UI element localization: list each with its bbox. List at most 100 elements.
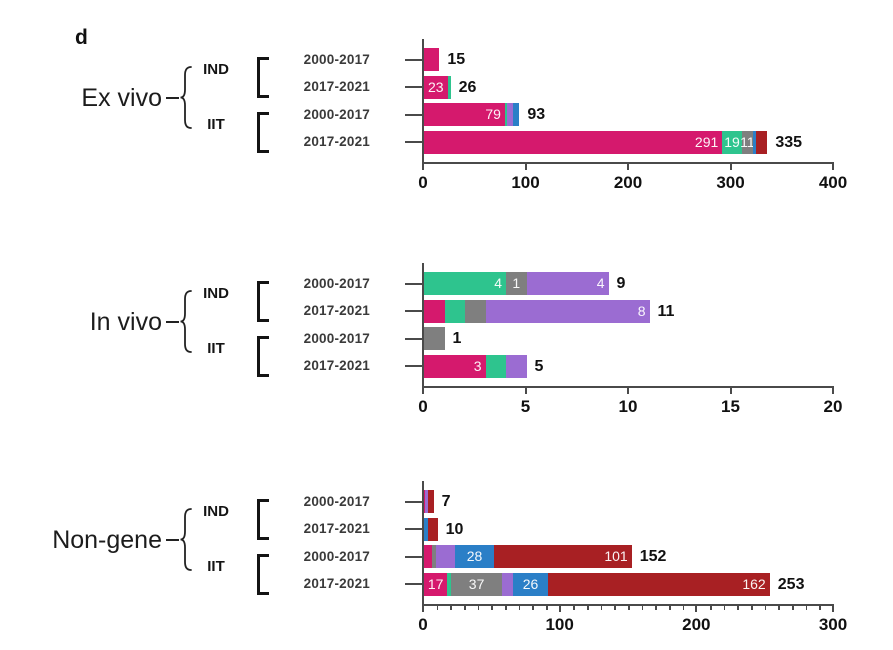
x-minor-tick bbox=[532, 605, 534, 610]
bar-segment-gray bbox=[424, 327, 445, 350]
bar-segment-blue: 26 bbox=[512, 572, 549, 596]
x-tick bbox=[832, 387, 834, 394]
x-minor-tick bbox=[764, 605, 767, 610]
x-tick bbox=[832, 163, 834, 170]
bar-segment-pink: 23 bbox=[424, 75, 448, 99]
x-tick-label: 0 bbox=[418, 614, 428, 634]
x-minor-tick bbox=[710, 605, 712, 610]
x-tick bbox=[695, 605, 698, 612]
x-minor-tick bbox=[655, 605, 657, 610]
bar-total-label: 93 bbox=[527, 106, 546, 123]
x-minor-tick bbox=[587, 605, 589, 610]
bar-total-label: 15 bbox=[447, 51, 466, 68]
row-label: 2000-2017 bbox=[303, 548, 370, 564]
bar-segment-pink: 291 bbox=[424, 130, 723, 154]
row-label: 2017-2021 bbox=[303, 521, 370, 536]
x-tick bbox=[832, 605, 834, 612]
row-tick bbox=[405, 500, 423, 503]
subgroup-label-ind: IND bbox=[203, 285, 229, 303]
row-label: 2017-2021 bbox=[303, 576, 370, 591]
x-minor-tick bbox=[628, 605, 630, 610]
x-tick bbox=[422, 387, 424, 394]
x-minor-tick bbox=[436, 605, 439, 610]
bar-segment-darkred bbox=[428, 490, 434, 513]
bar-segment-gray bbox=[465, 299, 486, 323]
x-minor-tick bbox=[723, 605, 726, 610]
x-minor-tick bbox=[682, 605, 685, 610]
subgroup-label-iit: IIT bbox=[207, 340, 225, 358]
bar-segment-green bbox=[485, 354, 506, 378]
group-brace bbox=[180, 66, 192, 130]
row-label: 2017-2021 bbox=[303, 134, 370, 149]
bar-segment-gray: 1 bbox=[506, 272, 527, 295]
row-tick bbox=[405, 583, 423, 585]
y-axis bbox=[422, 263, 424, 386]
bar-row: 23 bbox=[424, 75, 451, 99]
group-label: In vivo bbox=[89, 307, 162, 336]
row-tick bbox=[405, 310, 423, 312]
row-label: 2000-2017 bbox=[303, 51, 370, 67]
x-tick bbox=[422, 163, 424, 170]
bar-row bbox=[424, 48, 440, 71]
row-label: 2017-2021 bbox=[303, 303, 370, 318]
row-label: 2017-2021 bbox=[303, 79, 370, 94]
x-minor-tick bbox=[641, 605, 644, 610]
bar-row: 17 37 26 162 bbox=[424, 572, 770, 596]
x-minor-tick bbox=[805, 605, 808, 610]
bar-total-label: 5 bbox=[534, 357, 544, 375]
bar-segment-label: 37 bbox=[468, 575, 485, 592]
x-tick-label: 0 bbox=[418, 172, 428, 192]
bar-segment-purple: 8 bbox=[485, 299, 650, 323]
bar-segment-purple bbox=[425, 490, 429, 513]
bar-total-label: 7 bbox=[441, 493, 451, 510]
subgroup-bracket bbox=[257, 280, 269, 322]
bar-segment-blue bbox=[424, 517, 429, 541]
x-minor-tick bbox=[464, 605, 466, 610]
x-minor-tick bbox=[573, 605, 575, 610]
bar-segment-blue bbox=[513, 103, 520, 126]
row-tick bbox=[405, 555, 423, 558]
row-tick bbox=[405, 282, 423, 285]
x-minor-tick bbox=[600, 605, 603, 610]
x-tick-label: 200 bbox=[613, 172, 643, 192]
x-tick-label: 300 bbox=[716, 172, 745, 192]
row-tick bbox=[405, 141, 423, 143]
row-label: 2017-2021 bbox=[303, 358, 370, 373]
row-tick bbox=[405, 337, 423, 340]
x-minor-tick bbox=[819, 605, 821, 610]
bar-segment-pink bbox=[424, 490, 426, 513]
x-tick-label: 300 bbox=[818, 614, 848, 634]
bar-segment-blue bbox=[753, 130, 757, 154]
subgroup-bracket bbox=[257, 56, 269, 98]
row-tick bbox=[405, 86, 423, 88]
x-minor-tick bbox=[751, 605, 753, 610]
row-tick bbox=[405, 58, 423, 61]
x-tick bbox=[729, 387, 732, 394]
bar-segment-label: 26 bbox=[522, 575, 539, 592]
x-axis bbox=[422, 161, 834, 164]
bar-segment-pink: 17 bbox=[424, 572, 448, 596]
bar-segment-darkred bbox=[756, 130, 768, 154]
x-minor-tick bbox=[546, 605, 548, 610]
bar-segment-pink: 3 bbox=[424, 354, 486, 378]
bar-segment-green: 4 bbox=[424, 272, 506, 295]
subgroup-bracket bbox=[257, 111, 269, 153]
bar-segment-label: 11 bbox=[740, 133, 755, 150]
x-minor-tick bbox=[792, 605, 794, 610]
subgroup-label-ind: IND bbox=[203, 503, 229, 521]
bar-segment-blue: 28 bbox=[455, 545, 494, 568]
x-axis bbox=[422, 385, 834, 388]
bar-segment-green: 19 bbox=[722, 130, 742, 154]
subgroup-label-iit: IIT bbox=[207, 116, 225, 134]
bar-segment-gray: 11 bbox=[740, 130, 755, 154]
x-tick-label: 400 bbox=[818, 172, 848, 192]
bar-row: 291 19 11 bbox=[424, 130, 768, 154]
bar-segment-gray: 37 bbox=[451, 572, 502, 596]
subgroup-label-iit: IIT bbox=[207, 558, 225, 576]
x-tick-label: 10 bbox=[618, 396, 638, 416]
bar-segment-label: 291 bbox=[694, 133, 719, 150]
y-axis bbox=[422, 39, 424, 162]
bar-segment-gray bbox=[432, 545, 437, 568]
row-label: 2000-2017 bbox=[303, 106, 370, 122]
bar-row: 8 bbox=[424, 299, 650, 323]
